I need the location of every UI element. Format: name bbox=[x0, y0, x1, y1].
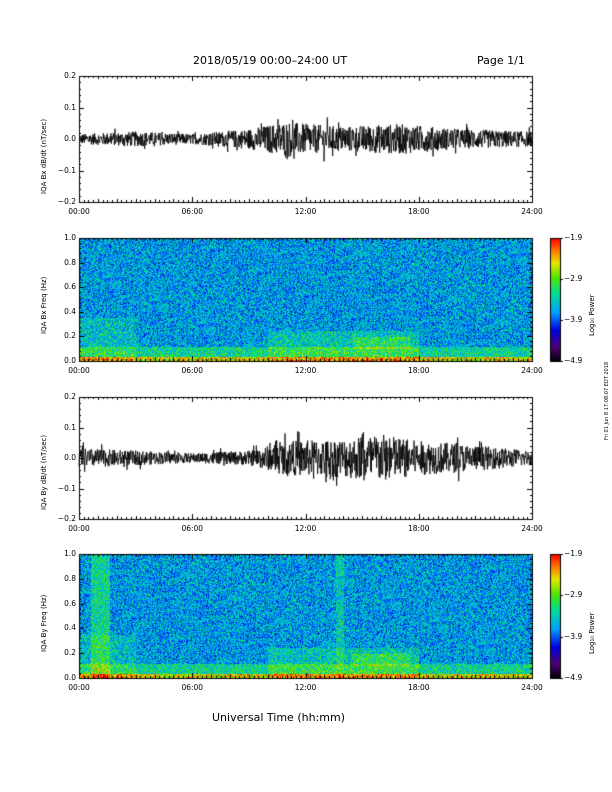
x-tick-label: 12:00 bbox=[294, 207, 317, 216]
y-tick-label: −0.1 bbox=[57, 165, 76, 175]
colorbar-tick-label: −1.9 bbox=[564, 549, 583, 558]
y-tick-label: −0.2 bbox=[57, 197, 76, 206]
y-tick-label: −0.1 bbox=[57, 483, 76, 493]
colorbar1-label: Log₁₀ Power bbox=[588, 294, 596, 336]
x-tick-label: 24:00 bbox=[521, 524, 543, 533]
colorbar-tick-label: −1.9 bbox=[564, 233, 583, 242]
y-tick-label: 0.0 bbox=[64, 673, 76, 682]
y-tick-label: 0.8 bbox=[64, 257, 76, 267]
x-tick-label: 12:00 bbox=[294, 683, 317, 692]
y-tick-label: 1.0 bbox=[64, 549, 76, 558]
panel4-ylabel: IQA By Freq (Hz) bbox=[40, 594, 48, 652]
colorbar-tick-label: −2.9 bbox=[564, 274, 583, 283]
y-tick-label: 0.0 bbox=[64, 453, 76, 462]
x-tick-label: 00:00 bbox=[68, 683, 90, 692]
y-tick-label: 1.0 bbox=[64, 233, 76, 242]
y-tick-label: 0.4 bbox=[64, 623, 76, 633]
x-tick-label: 06:00 bbox=[181, 207, 204, 216]
x-tick-label: 00:00 bbox=[68, 524, 90, 533]
colorbar-tick-label: −3.9 bbox=[564, 315, 583, 324]
panel3-ylabel: IQA By dB/dt (nT/sec) bbox=[40, 434, 48, 510]
x-tick-label: 18:00 bbox=[407, 207, 430, 216]
x-tick-label: 12:00 bbox=[294, 366, 317, 375]
side-timestamp-note: Fri 01 Jun 8 17:08:07 EDT 2018 bbox=[604, 361, 610, 440]
x-tick-label: 06:00 bbox=[181, 366, 204, 375]
y-tick-label: 0.1 bbox=[64, 422, 76, 432]
header-page-number: Page 1/1 bbox=[477, 54, 525, 67]
y-tick-label: 0.0 bbox=[64, 134, 76, 143]
y-tick-label: 0.2 bbox=[64, 648, 76, 658]
y-tick-label: 0.1 bbox=[64, 102, 76, 112]
x-tick-label: 18:00 bbox=[407, 683, 430, 692]
y-tick-label: 0.4 bbox=[64, 306, 76, 316]
x-tick-label: 06:00 bbox=[181, 524, 204, 533]
y-tick-label: 0.6 bbox=[64, 598, 76, 608]
y-tick-label: 0.2 bbox=[64, 392, 76, 401]
panel2-ylabel: IQA Bx Freq (Hz) bbox=[40, 276, 48, 334]
y-tick-label: 0.8 bbox=[64, 573, 76, 583]
colorbar-tick-label: −2.9 bbox=[564, 590, 583, 600]
x-tick-label: 12:00 bbox=[294, 524, 317, 533]
x-tick-label: 24:00 bbox=[521, 366, 543, 375]
panel1-ylabel: IQA Bx dB/dt (nT/sec) bbox=[40, 118, 48, 194]
colorbar2-label: Log₁₀ Power bbox=[588, 612, 596, 654]
x-axis-title: Universal Time (hh:mm) bbox=[212, 711, 345, 724]
colorbar-tick-label: −3.9 bbox=[564, 631, 583, 641]
y-tick-label: 0.0 bbox=[64, 356, 76, 365]
y-tick-label: 0.2 bbox=[64, 331, 76, 341]
x-tick-label: 00:00 bbox=[68, 207, 90, 216]
x-tick-label: 24:00 bbox=[521, 683, 543, 692]
x-tick-label: 06:00 bbox=[181, 683, 204, 692]
header-date-range: 2018/05/19 00:00–24:00 UT bbox=[193, 54, 348, 67]
y-tick-label: 0.2 bbox=[64, 71, 76, 80]
x-tick-label: 24:00 bbox=[521, 207, 543, 216]
x-tick-label: 18:00 bbox=[407, 366, 430, 375]
x-tick-label: 18:00 bbox=[407, 524, 430, 533]
colorbar-tick-label: −4.9 bbox=[564, 356, 583, 365]
y-tick-label: −0.2 bbox=[57, 514, 76, 523]
colorbar-tick-label: −4.9 bbox=[564, 673, 583, 682]
y-tick-label: 0.6 bbox=[64, 282, 76, 292]
x-tick-label: 00:00 bbox=[68, 366, 90, 375]
